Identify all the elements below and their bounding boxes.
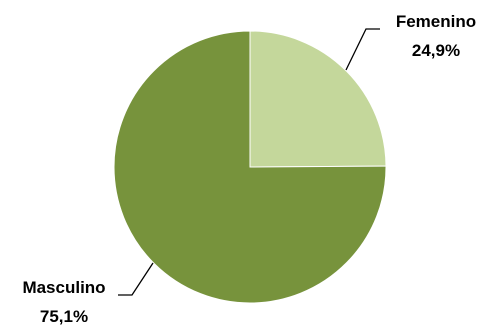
slice-label-femenino-value: 24,9% (412, 41, 460, 60)
pie-slices (113, 30, 387, 304)
pie-slice-masculino (113, 30, 387, 304)
slice-label-masculino-name: Masculino (22, 278, 105, 297)
slice-label-masculino-value: 75,1% (40, 307, 88, 326)
slice-label-femenino-name: Femenino (396, 12, 476, 31)
pie-slice-femenino (249, 30, 387, 168)
leader-line-femenino (345, 28, 380, 71)
leader-line-masculino (118, 262, 154, 296)
